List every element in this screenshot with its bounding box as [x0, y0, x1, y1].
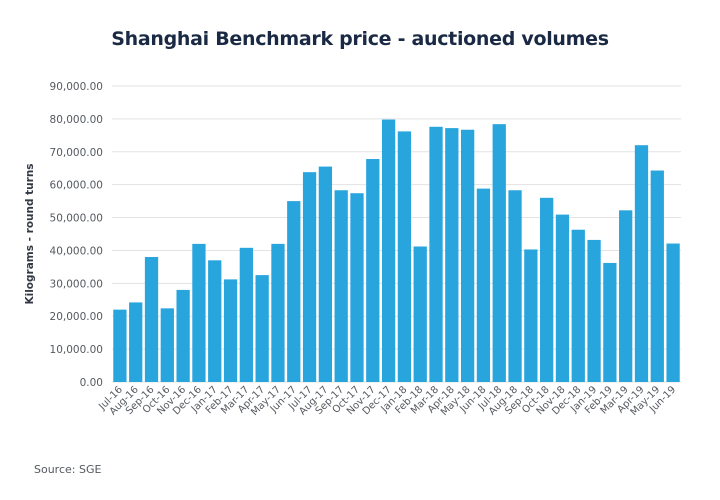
bar-aug-17 [318, 166, 333, 382]
chart-title: Shanghai Benchmark price - auctioned vol… [111, 28, 609, 50]
bar-oct-16 [160, 308, 174, 382]
bar-may-17 [271, 243, 285, 382]
bar-feb-19 [603, 262, 617, 382]
y-tick-label: 30,000.00 [50, 278, 103, 290]
source-note: Source: SGE [34, 463, 102, 476]
bar-jun-17 [287, 201, 301, 382]
y-tick-label: 10,000.00 [50, 344, 103, 356]
bar-apr-18 [445, 128, 459, 382]
bar-sep-18 [524, 249, 538, 382]
bar-oct-17 [350, 193, 364, 382]
bar-feb-18 [413, 246, 427, 382]
bar-nov-17 [366, 159, 380, 382]
bar-nov-16 [176, 289, 190, 382]
bar-sep-16 [144, 257, 159, 382]
y-tick-label: 90,000.00 [50, 81, 103, 93]
y-tick-label: 70,000.00 [50, 147, 103, 159]
bar-jul-17 [302, 172, 317, 382]
bar-jun-18 [476, 188, 491, 382]
bar-aug-16 [129, 302, 143, 382]
bar-sep-17 [334, 190, 348, 382]
bar-apr-17 [255, 275, 269, 382]
bar-aug-18 [508, 190, 522, 382]
bar-dec-16 [192, 243, 206, 382]
y-tick-label: 50,000.00 [50, 213, 103, 225]
y-axis-label: Kilograms - round turns [24, 163, 36, 304]
y-axis: 0.00 10,000.00 20,000.00 30,000.00 40,000.00… [50, 81, 103, 389]
x-axis: Jul-16Aug-16Sep-16Oct-16Nov-16Dec-16Jan-… [96, 384, 678, 418]
y-tick-label: 20,000.00 [50, 311, 103, 323]
bar-dec-18 [571, 229, 585, 382]
bar-jul-16 [113, 309, 127, 382]
bar-oct-18 [540, 197, 554, 382]
bar-nov-18 [555, 214, 570, 382]
bar-jun-19 [666, 243, 680, 382]
bar-mar-17 [239, 247, 253, 382]
gridlines [112, 85, 681, 383]
bar-jan-19 [587, 239, 601, 382]
y-tick-label: 60,000.00 [50, 180, 103, 192]
bar-jan-17 [208, 260, 222, 382]
bar-dec-17 [381, 119, 396, 383]
bar-jul-18 [492, 124, 506, 382]
bar-may-18 [460, 129, 475, 382]
bar-may-19 [650, 170, 664, 382]
y-tick-label: 80,000.00 [50, 114, 103, 126]
bar-feb-17 [223, 279, 238, 382]
y-tick-label: 0.00 [80, 377, 103, 389]
bars [113, 119, 680, 383]
bar-jan-18 [397, 131, 412, 382]
bar-apr-19 [634, 145, 649, 382]
bar-mar-18 [429, 126, 443, 382]
bar-mar-19 [619, 210, 633, 382]
y-tick-label: 40,000.00 [50, 245, 103, 257]
